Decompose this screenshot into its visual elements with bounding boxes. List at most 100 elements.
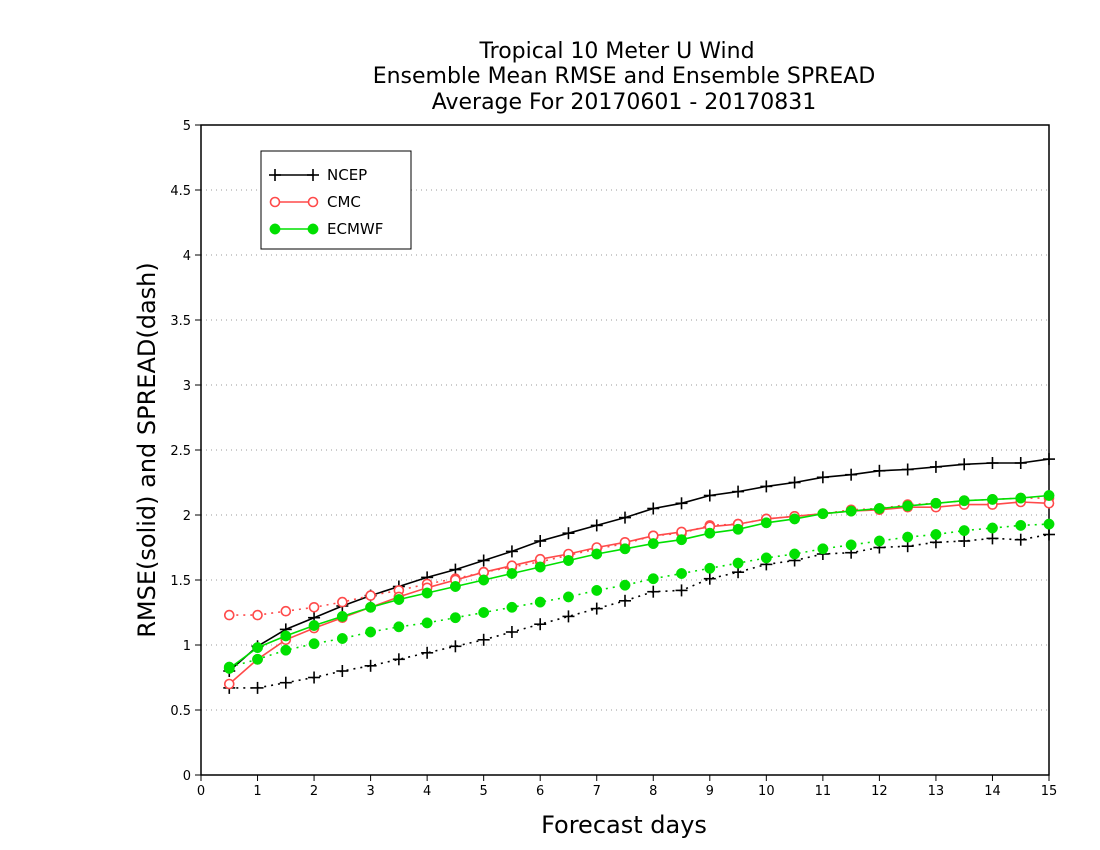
series-ecmwf-rmse-point-10 <box>506 568 518 579</box>
series-ecmwf-spread-point-4 <box>336 633 348 644</box>
series-ecmwf-spread-point-26 <box>958 525 970 537</box>
series-ecmwf-rmse-point-21 <box>817 508 829 520</box>
series-ecmwf-spread-point-24 <box>902 531 914 543</box>
series-ncep-rmse-point-19 <box>760 480 773 493</box>
series-ncep-rmse-point-11 <box>534 535 547 547</box>
series-ecmwf-spread-point-21 <box>817 543 829 555</box>
series-cmc-rmse-line <box>228 501 1050 685</box>
x-tick-label-4: 4 <box>423 784 431 799</box>
series-ecmwf-spread-point-19 <box>760 552 772 564</box>
series-ecmwf-spread-point-6 <box>393 621 405 633</box>
legend-item-cmc-marker-a <box>269 196 281 208</box>
x-tick-label-8: 8 <box>649 784 657 799</box>
series-ecmwf-rmse-point-7 <box>421 587 433 599</box>
series-ecmwf-spread-point-16 <box>676 568 687 579</box>
series-ecmwf-spread-point-20 <box>789 548 801 560</box>
series-cmc-spread-line <box>229 497 1049 616</box>
series-ncep-rmse-point-18 <box>732 485 745 498</box>
title-line-3: Average For 20170601 - 20170831 <box>432 90 817 115</box>
y-axis-title: RMSE(solid) and SPREAD(dash) <box>133 262 161 638</box>
series-ncep-rmse-point-21 <box>816 471 829 484</box>
x-tick-label-7: 7 <box>593 784 601 799</box>
series-ecmwf-rmse-point-20 <box>789 513 801 525</box>
series-ncep-rmse-point-16 <box>675 497 688 510</box>
series-ecmwf-rmse-line <box>228 494 1050 670</box>
series-ncep-spread-point-11 <box>534 618 547 631</box>
series-ecmwf-spread-point-22 <box>845 539 857 551</box>
y-tick-label-9: 4.5 <box>170 184 191 199</box>
series-ecmwf-rmse-point-28 <box>1015 492 1027 504</box>
series-ecmwf-spread-point-2 <box>280 644 292 656</box>
series-cmc-spread-point-4 <box>337 596 348 608</box>
series-ecmwf-rmse-point-2 <box>280 630 292 642</box>
series-ncep-spread-point-1 <box>251 681 264 694</box>
series-ecmwf-rmse-point-27 <box>987 493 998 505</box>
series-ecmwf-spread-point-18 <box>732 557 744 569</box>
series-ecmwf-rmse-point-0 <box>223 662 235 674</box>
series-ncep-spread-point-8 <box>449 640 462 653</box>
series-ncep-spread-point-5 <box>364 659 377 672</box>
y-tick-label-3: 1.5 <box>170 574 191 589</box>
y-tick-label-0: 0 <box>183 769 191 784</box>
series-ecmwf-spread-point-12 <box>563 591 574 603</box>
legend-box <box>260 150 412 250</box>
series-ncep-spread-point-7 <box>421 646 434 659</box>
series-ncep-spread-point-16 <box>675 584 688 597</box>
series-cmc-spread-point-2 <box>280 605 292 617</box>
y-tick-label-2: 1 <box>183 639 191 654</box>
series-ecmwf-rmse-point-18 <box>732 523 744 535</box>
series-ncep-spread-point-29 <box>1043 528 1055 541</box>
series-ncep-spread-point-12 <box>562 610 575 623</box>
series-ncep-rmse-line <box>228 458 1050 672</box>
series-ecmwf-rmse-point-8 <box>449 581 461 592</box>
x-tick-label-12: 12 <box>871 784 888 799</box>
legend-item-cmc-label: CMC <box>327 193 361 211</box>
series-ecmwf-spread-point-14 <box>619 579 631 591</box>
series-ecmwf-spread-point-27 <box>987 522 998 534</box>
series-ncep-spread-point-2 <box>279 676 292 689</box>
x-tick-label-0: 0 <box>197 784 205 799</box>
series-ecmwf-rmse-point-5 <box>365 601 377 613</box>
legend-item-ecmwf-marker-b <box>307 223 319 235</box>
title-line-2: Ensemble Mean RMSE and Ensemble SPREAD <box>373 64 876 89</box>
series-ecmwf-rmse-point-11 <box>534 561 546 573</box>
series-ncep-rmse-point-24 <box>901 463 914 476</box>
legend-item-ncep-marker-a <box>269 169 281 181</box>
series-ecmwf-spread-point-9 <box>478 607 490 618</box>
x-tick-label-1: 1 <box>253 784 261 799</box>
series-ncep-rmse-point-13 <box>590 519 603 532</box>
x-tick-label-11: 11 <box>815 784 832 799</box>
series-ncep-rmse-point-15 <box>647 502 660 515</box>
series-ncep-spread-point-4 <box>336 665 349 677</box>
series-ncep-spread-point-26 <box>958 535 971 547</box>
x-tick-label-15: 15 <box>1041 784 1058 799</box>
y-tick-label-1: 0.5 <box>170 704 191 719</box>
series-ncep-spread-line <box>229 533 1050 689</box>
series-ecmwf-rmse-point-14 <box>619 543 631 555</box>
y-tick-label-7: 3.5 <box>170 314 191 329</box>
series-ncep-spread-point-27 <box>986 532 999 545</box>
legend-item-ncep-label: NCEP <box>327 166 367 184</box>
series-ecmwf-spread-point-25 <box>930 529 942 540</box>
series-ecmwf-spread-point-29 <box>1043 518 1055 530</box>
series-ecmwf-rmse-point-23 <box>873 503 885 514</box>
x-tick-label-14: 14 <box>984 784 1001 799</box>
series-ecmwf-rmse-point-25 <box>930 497 942 509</box>
x-tick-label-9: 9 <box>706 784 714 799</box>
y-tick-label-10: 5 <box>183 119 191 134</box>
legend-item-ncep-marker-b <box>307 169 319 181</box>
title-line-1: Tropical 10 Meter U Wind <box>478 39 754 64</box>
y-tick-label-8: 4 <box>183 249 191 264</box>
series-ecmwf-spread-point-10 <box>506 601 518 613</box>
series-ncep-spread-point-9 <box>477 633 490 646</box>
series-cmc-rmse-point-0 <box>223 678 235 690</box>
x-tick-label-2: 2 <box>310 784 318 799</box>
series-ecmwf-rmse-point-4 <box>336 610 348 622</box>
series-ecmwf-spread-point-11 <box>534 596 546 608</box>
x-tick-label-5: 5 <box>480 784 488 799</box>
legend-item-ecmwf-marker-a <box>269 223 281 235</box>
series-cmc-spread-point-0 <box>223 609 235 621</box>
series-ecmwf-rmse-point-24 <box>902 500 914 512</box>
series-ncep-spread-point-3 <box>308 671 321 684</box>
legend-item-ecmwf-label: ECMWF <box>327 220 383 238</box>
